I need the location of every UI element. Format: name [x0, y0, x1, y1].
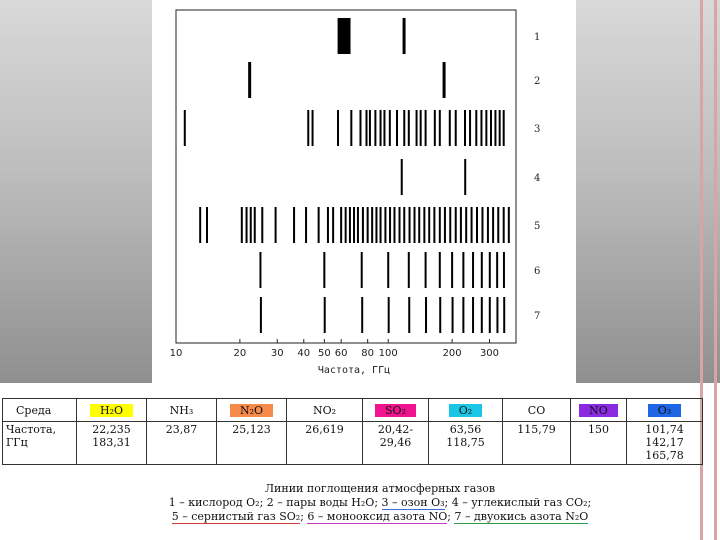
caption-segment: 6 – монооксид азота NO: [307, 510, 448, 524]
value-cell-frequency: 63,56 118,75: [428, 421, 503, 465]
caption-legend-line-2: 5 – сернистый газ SO₂; 6 – монооксид азо…: [150, 510, 610, 524]
x-tick-label: 300: [480, 348, 499, 359]
caption-legend-line-1: 1 – кислород O₂; 2 – пары воды H₂O; 3 – …: [150, 496, 610, 510]
header-cell-gas: NO: [570, 398, 627, 422]
caption-segment: 3 – озон O₃: [381, 496, 445, 510]
header-text: NO₂: [312, 403, 337, 417]
header-text: CO: [527, 403, 546, 417]
caption-segment: ;: [447, 510, 455, 523]
header-text: H₂O: [89, 403, 134, 417]
header-cell-gas: O₂: [428, 398, 503, 422]
header-text: SO₂: [375, 403, 416, 417]
figure-caption: Линии поглощения атмосферных газов 1 – к…: [150, 482, 610, 524]
header-text: O₃: [647, 403, 682, 417]
header-cell-gas: NO₂: [286, 398, 363, 422]
x-tick-label: 50: [318, 348, 331, 359]
x-axis-label: Частота, ГГц: [318, 365, 390, 376]
caption-segment: 2 – пары воды H₂O;: [266, 496, 382, 509]
header-text: NH₃: [169, 403, 194, 417]
row-label-3: 3: [534, 124, 540, 135]
gas-frequency-table: Среда H₂O NH₃ N₂O NO₂ SO₂ O₂ CO NO O₃ Частота, ГГ…: [2, 398, 703, 465]
value-cell-frequency: 20,42- 29,46: [362, 421, 429, 465]
table-values-row: Частота, ГГц 22,235 183,31 23,87 25,123 26,6…: [2, 421, 703, 465]
caption-segment: ;: [300, 510, 308, 523]
header-text: O₂: [448, 403, 483, 417]
caption-title: Линии поглощения атмосферных газов: [264, 482, 496, 495]
plot-frame: [175, 9, 517, 344]
value-cell-frequency: 115,79: [502, 421, 571, 465]
header-text: Среда: [16, 403, 52, 417]
x-tick-label: 10: [170, 348, 183, 359]
right-edge-stripe-outer: [714, 0, 717, 540]
value-cell-frequency: 23,87: [146, 421, 217, 465]
header-cell-gas: CO: [502, 398, 571, 422]
header-text: N₂O: [229, 403, 274, 417]
spectrum-figure: 1 2 3 4 5 6 7 10 20 30 40 50 60 80 100 200 300 Частота, Г…: [152, 0, 576, 383]
table-header-row: Среда H₂O NH₃ N₂O NO₂ SO₂ O₂ CO NO O₃: [2, 398, 703, 422]
row-label-4: 4: [534, 173, 540, 184]
row-label-6: 6: [534, 266, 540, 277]
gas-frequency-table-wrap: Среда H₂O NH₃ N₂O NO₂ SO₂ O₂ CO NO O₃ Частота, ГГ…: [2, 398, 703, 465]
caption-segment: 1 – кислород O₂;: [168, 496, 267, 509]
x-tick-label: 30: [271, 348, 284, 359]
right-gray-panel: [576, 0, 720, 383]
header-cell-gas: O₃: [626, 398, 703, 422]
value-cell-frequency: 26,619: [286, 421, 363, 465]
header-cell-medium: Среда: [2, 398, 77, 422]
x-tick-label: 40: [297, 348, 310, 359]
row-label-1: 1: [534, 32, 540, 43]
value-cell-frequency: 150: [570, 421, 627, 465]
x-tick-label: 20: [234, 348, 247, 359]
x-tick-label: 100: [379, 348, 398, 359]
value-cell-frequency: 22,235 183,31: [76, 421, 147, 465]
row-label-2: 2: [534, 76, 540, 87]
x-tick-label: 200: [443, 348, 462, 359]
header-cell-gas: H₂O: [76, 398, 147, 422]
right-edge-stripe: [700, 0, 703, 540]
value-cell-frequency: 25,123: [216, 421, 287, 465]
caption-segment: 7 – двуокись азота N₂O: [454, 510, 589, 524]
spectrum-chart: 1 2 3 4 5 6 7 10 20 30 40 50 60 80 100 200 300 Частота, Г…: [170, 9, 540, 376]
header-cell-gas: N₂O: [216, 398, 287, 422]
x-tick-label: 80: [361, 348, 374, 359]
row-label-7: 7: [534, 311, 540, 322]
caption-segment: ; 4 – углекислый газ CO₂;: [444, 496, 592, 509]
row-label-5: 5: [534, 221, 540, 232]
header-text: NO: [579, 403, 618, 417]
x-tick-label: 60: [335, 348, 348, 359]
value-cell-frequency: 101,74 142,17 165,78: [626, 421, 703, 465]
caption-segment: 5 – сернистый газ SO₂: [171, 510, 301, 524]
label-cell-frequency: Частота, ГГц: [2, 421, 77, 465]
header-cell-gas: SO₂: [362, 398, 429, 422]
header-cell-gas: NH₃: [146, 398, 217, 422]
left-gray-panel: [0, 0, 152, 383]
